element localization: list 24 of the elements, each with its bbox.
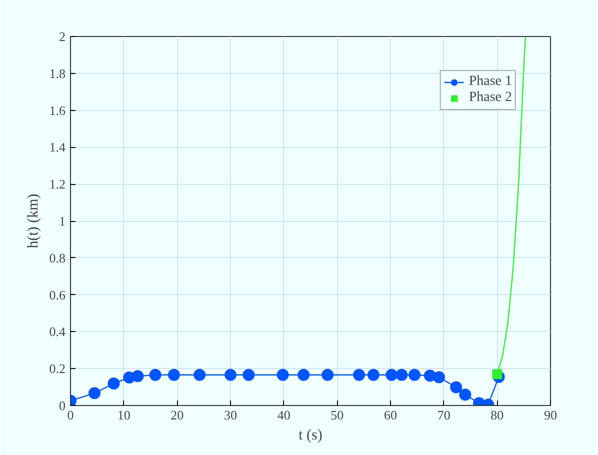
y-tick-label: 2 (59, 29, 66, 44)
y-tick-label: 1.2 (49, 176, 66, 192)
y-axis-title: h(t) (km) (25, 194, 42, 248)
x-tick-label: 20 (170, 408, 184, 422)
y-tick-label: 1.8 (49, 66, 66, 81)
x-tick-label: 50 (330, 408, 344, 422)
x-tick-label: 30 (224, 408, 237, 422)
legend-label: Phase 1 (468, 74, 512, 90)
x-tick-label: 80 (490, 408, 504, 422)
x-tick-label: 70 (437, 408, 450, 422)
y-tick-label: 0.8 (49, 250, 66, 266)
y-tick-label: 0.6 (49, 287, 66, 302)
x-tick-label: 10 (117, 408, 130, 422)
y-tick-label: 1.6 (49, 102, 66, 118)
x-axis-title: t (s) (298, 428, 322, 444)
y-tick-label: 1 (59, 214, 66, 228)
x-tick-label: 60 (384, 408, 397, 422)
x-tick-label: 40 (277, 408, 290, 422)
y-tick-label: 0.4 (49, 324, 66, 340)
legend-label: Phase 2 (468, 90, 512, 106)
y-tick-label: 0 (59, 398, 66, 413)
y-tick-label: 0.2 (49, 361, 66, 376)
y-tick-label: 1.4 (49, 140, 66, 155)
x-tick-label: 90 (544, 408, 557, 422)
